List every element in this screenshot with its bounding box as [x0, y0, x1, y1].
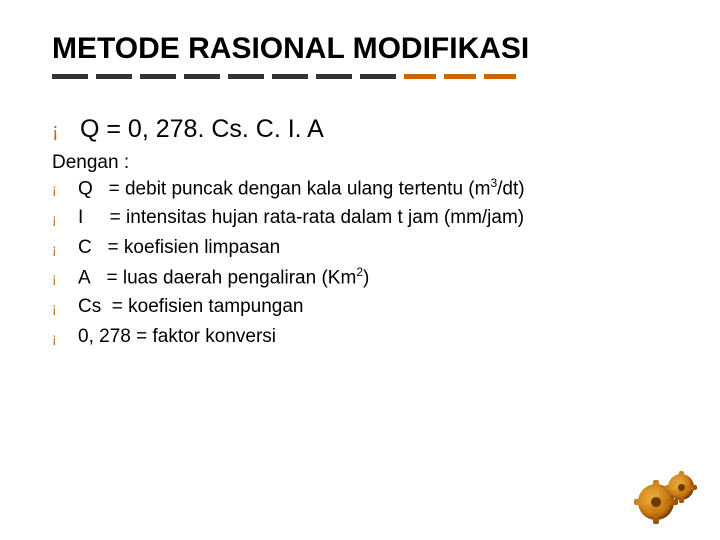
underline-dash [404, 74, 436, 79]
gears-icon [632, 472, 698, 524]
dengan-label: Dengan : [52, 152, 680, 174]
definition-list: ¡ Q = debit puncak dengan kala ulang tert… [52, 176, 680, 351]
underline-dash [272, 74, 308, 79]
definition-text: Q = debit puncak dengan kala ulang terte… [78, 176, 680, 202]
underline-dash [360, 74, 396, 79]
definition-text: Cs = koefisien tampungan [78, 295, 680, 319]
definition-text: I = intensitas hujan rata-rata dalam t j… [78, 206, 680, 230]
formula-row: ¡ Q = 0, 278. Cs. C. I. A [52, 113, 680, 146]
underline-dash [140, 74, 176, 79]
bullet-icon: ¡ [52, 178, 66, 202]
underline-dash [228, 74, 264, 79]
definition-row: ¡ Q = debit puncak dengan kala ulang tert… [52, 176, 680, 202]
underline-dash [484, 74, 516, 79]
slide: METODE RASIONAL MODIFIKASI ¡ Q = 0, 278.… [0, 0, 720, 351]
bullet-icon: ¡ [52, 267, 66, 291]
definition-row: ¡ 0, 278 = faktor konversi [52, 325, 680, 351]
formula-text: Q = 0, 278. Cs. C. I. A [80, 113, 324, 146]
bullet-icon: ¡ [52, 238, 66, 262]
definition-row: ¡ Cs = koefisien tampungan [52, 295, 680, 321]
bullet-icon: ¡ [52, 327, 66, 351]
bullet-icon: ¡ [52, 116, 66, 146]
definition-row: ¡ A = luas daerah pengaliran (Km2) [52, 265, 680, 291]
definition-text: A = luas daerah pengaliran (Km2) [78, 265, 680, 291]
gear-center-icon [678, 484, 685, 491]
underline-dash [52, 74, 88, 79]
title-underline [52, 74, 680, 79]
bullet-icon: ¡ [52, 297, 66, 321]
slide-title: METODE RASIONAL MODIFIKASI [52, 32, 680, 66]
underline-dash [184, 74, 220, 79]
bullet-icon: ¡ [52, 208, 66, 232]
definition-row: ¡ C = koefisien limpasan [52, 236, 680, 262]
definition-row: ¡ I = intensitas hujan rata-rata dalam t … [52, 206, 680, 232]
underline-dash [96, 74, 132, 79]
gear-center-icon [651, 497, 661, 507]
underline-dash [316, 74, 352, 79]
definition-text: 0, 278 = faktor konversi [78, 325, 680, 349]
definition-text: C = koefisien limpasan [78, 236, 680, 260]
underline-dash [444, 74, 476, 79]
